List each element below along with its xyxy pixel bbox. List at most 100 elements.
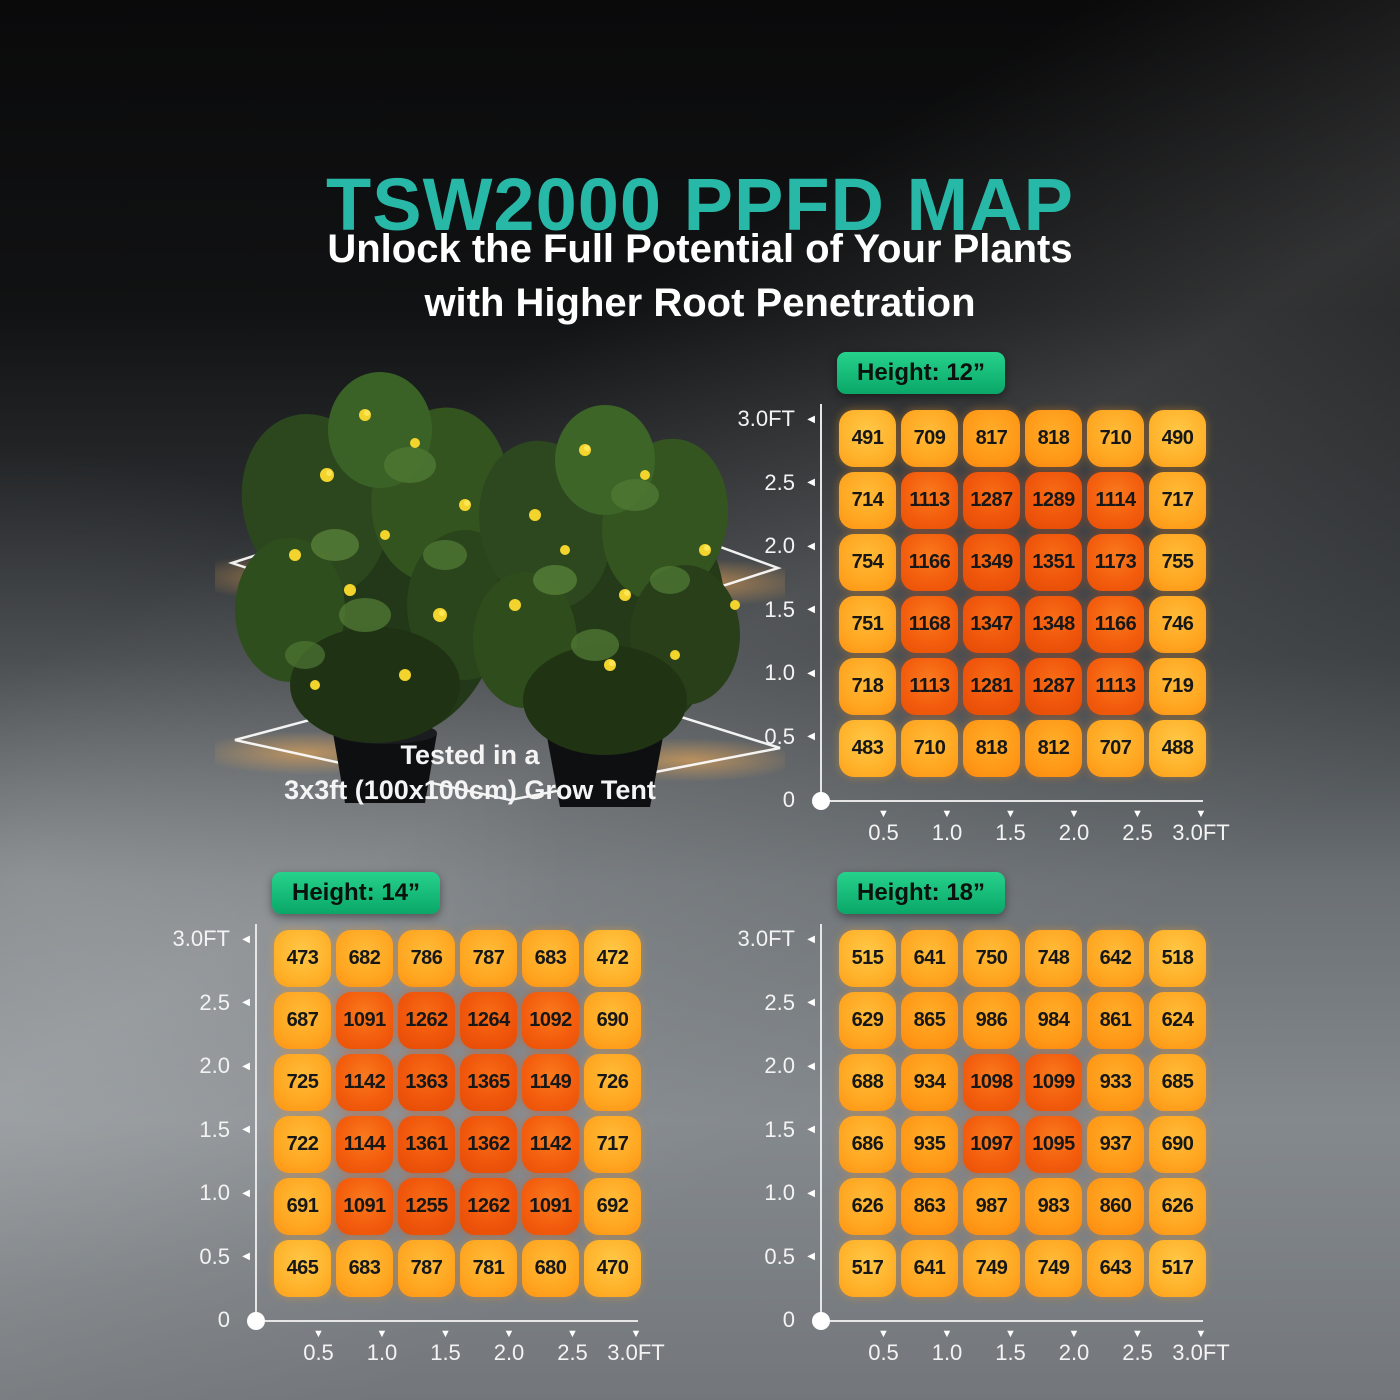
ppfd-cell: 755 [1149,534,1206,591]
y-tick-arrow-icon: ◀ [807,667,815,679]
page-title: TSW2000 PPFD MAP [326,162,1074,246]
plant-pot-right [547,737,663,807]
y-axis-tick: 0.5 ◀ [735,723,815,751]
y-axis-label: 3.0FT [172,926,230,951]
y-axis-line [820,404,822,801]
ppfd-cell: 683 [336,1240,393,1297]
y-axis-tick: 2.0 ◀ [170,1052,250,1080]
ppfd-cell: 641 [901,1240,958,1297]
ppfd-cell: 624 [1149,992,1206,1049]
y-axis-tick: 0 [170,1306,250,1334]
y-tick-arrow-icon: ◀ [807,604,815,615]
ppfd-cell: 1347 [963,596,1020,653]
ppfd-cell: 1287 [963,472,1020,529]
ppfd-cell: 1113 [901,472,958,529]
y-tick-arrow-icon: ◀ [807,1124,815,1135]
ppfd-cell: 488 [1149,720,1206,777]
y-axis-label: 1.5 [764,1116,795,1142]
heatmap-cells: 515 641 750 748 642 518 629 865 986 984 861 624 688 9… [839,930,1206,1297]
ppfd-cell: 786 [398,930,455,987]
ppfd-cell: 686 [839,1116,896,1173]
y-tick-arrow-icon: ◀ [807,413,815,425]
ppfd-cell: 860 [1087,1178,1144,1235]
y-axis-label: 2.0 [764,1053,795,1078]
ppfd-cell: 861 [1087,992,1144,1049]
x-axis-label: 1.0 [931,820,963,845]
ppfd-cell: 470 [584,1240,641,1297]
x-axis-line [255,1320,638,1322]
ppfd-cell: 817 [963,410,1020,467]
y-tick-arrow-icon: ◀ [807,997,815,1008]
ppfd-cell: 1099 [1025,1054,1082,1111]
x-tick-arrow-icon: ▼ [1132,1328,1143,1340]
ppfd-cell: 986 [963,992,1020,1049]
ppfd-cell: 1168 [901,596,958,653]
y-axis-label: 3.0FT [737,406,795,431]
height-badge-label: Height: 14” [292,879,421,906]
ppfd-cell: 707 [1087,720,1144,777]
ppfd-cell: 1098 [963,1054,1020,1111]
axis-origin-dot [247,1312,265,1330]
ppfd-cell: 863 [901,1178,958,1235]
y-axis-tick: 1.0 ◀ [170,1179,250,1207]
y-axis-tick: 0.5 ◀ [735,1243,815,1271]
ppfd-cell: 691 [274,1178,331,1235]
ppfd-cell: 690 [584,992,641,1049]
y-axis-tick: 0 [735,786,815,814]
ppfd-cell: 1351 [1025,534,1082,591]
ppfd-grid-height-14: Height: 14” 473 682 786 787 683 472 687 1091 126… [170,872,720,1372]
ppfd-cell: 748 [1025,930,1082,987]
y-axis-tick: 0 [735,1306,815,1334]
x-tick-arrow-icon: ▼ [1068,808,1080,820]
height-badge: Height: 12” [837,352,1006,394]
ppfd-cell: 750 [963,930,1020,987]
ppfd-cell: 680 [522,1240,579,1297]
ppfd-cell: 465 [274,1240,331,1297]
y-axis-label: 2.5 [199,989,230,1015]
x-axis-label: 0.5 [868,1340,899,1365]
y-axis-label: 1.0 [199,1180,230,1205]
x-axis-label: 2.5 [557,1340,588,1365]
ppfd-cell: 818 [1025,410,1082,467]
tent-caption-line-1: Tested in a [400,740,540,770]
ppfd-cell: 714 [839,472,896,529]
x-axis-line [820,800,1203,802]
ppfd-cell: 719 [1149,658,1206,715]
y-axis-tick: 2.5 ◀ [735,469,815,497]
x-tick-arrow-icon: ▼ [878,808,889,820]
ppfd-cell: 1365 [460,1054,517,1111]
x-tick-arrow-icon: ▼ [1195,808,1207,820]
height-badge: Height: 14” [272,872,441,914]
x-tick-arrow-icon: ▼ [1195,1328,1207,1340]
y-axis-tick: 0.5 ◀ [170,1243,250,1271]
ppfd-cell: 517 [1149,1240,1206,1297]
x-tick-arrow-icon: ▼ [941,808,953,820]
ppfd-cell: 1114 [1087,472,1144,529]
tent-caption: Tested in a 3x3ft (100x100cm) Grow Tent [170,738,770,808]
ppfd-cell: 688 [839,1054,896,1111]
ppfd-cell: 1349 [963,534,1020,591]
ppfd-cell: 818 [963,720,1020,777]
y-tick-arrow-icon: ◀ [242,1251,250,1262]
ppfd-cell: 865 [901,992,958,1049]
ppfd-cell: 473 [274,930,331,987]
ppfd-cell: 1362 [460,1116,517,1173]
ppfd-cell: 490 [1149,410,1206,467]
ppfd-cell: 787 [460,930,517,987]
y-tick-arrow-icon: ◀ [807,1187,815,1199]
grow-tent-plants-illustration [185,355,815,825]
ppfd-cell: 643 [1087,1240,1144,1297]
x-axis-label: 1.0 [366,1340,398,1365]
ppfd-cell: 935 [901,1116,958,1173]
y-axis-tick: 1.0 ◀ [735,659,815,687]
x-tick-arrow-icon: ▼ [878,1328,889,1340]
subtitle-line-1: Unlock the Full Potential of Your Plants [327,227,1073,271]
y-axis-tick: 3.0FT ◀ [735,405,815,433]
y-axis-label: 0 [217,1307,230,1332]
plant-left [235,372,523,743]
y-axis-label: 2.5 [764,989,795,1015]
ppfd-grid-height-18: Height: 18” 515 641 750 748 642 518 629 865 986 9… [735,872,1285,1372]
x-axis-label: 1.0 [931,1340,963,1365]
ppfd-cell: 725 [274,1054,331,1111]
y-axis-label: 1.0 [764,1180,795,1205]
